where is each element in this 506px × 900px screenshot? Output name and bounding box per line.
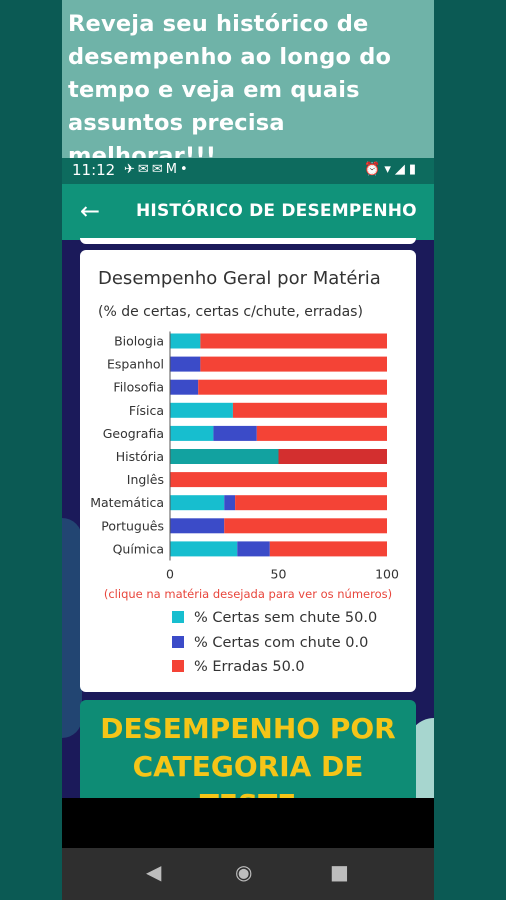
nav-recents-icon[interactable]: ■	[330, 860, 349, 884]
legend-label: % Erradas 50.0	[194, 659, 305, 675]
legend-label: % Certas sem chute 50.0	[194, 610, 378, 626]
chart-hint: (clique na matéria desejada para ver os …	[103, 587, 393, 601]
bar-matematica--certas-com-chute[interactable]	[224, 495, 236, 511]
background-right	[434, 0, 506, 900]
bar-quimica--certas-sem-chute[interactable]	[170, 541, 238, 557]
bar-ingles--erradas[interactable]	[170, 472, 387, 488]
bar-portugues--certas-com-chute[interactable]	[170, 518, 225, 534]
nav-home-icon[interactable]: ◉	[235, 860, 253, 884]
status-time: 11:12	[72, 161, 116, 179]
gmail-icon: M	[165, 162, 180, 177]
bar-historia--erradas[interactable]	[278, 449, 388, 464]
legend-item-erradas: % Erradas 50.0	[172, 659, 305, 675]
back-arrow-icon[interactable]: ←	[80, 197, 101, 225]
alarm-icon: ⏰	[364, 162, 385, 177]
mail-icon: ✉	[151, 162, 166, 177]
legend-swatch	[172, 660, 184, 672]
x-tick-label-0: 0	[166, 566, 174, 580]
bar-matematica--erradas[interactable]	[235, 495, 387, 511]
y-tick-label-filosofia: Filosofia	[113, 380, 164, 395]
notification-icons: ✈✉✉M•	[124, 162, 191, 177]
legend-item-certas-sem-chute: % Certas sem chute 50.0	[172, 610, 377, 626]
mail-icon: ✉	[137, 162, 152, 177]
category-performance-button[interactable]: DESEMPENHO POR CATEGORIA DE TESTE	[80, 700, 416, 810]
bar-geografia--certas-sem-chute[interactable]	[170, 425, 214, 441]
bar-biologia--certas-sem-chute[interactable]	[170, 333, 201, 349]
page-title: HISTÓRICO DE DESEMPENHO	[136, 201, 417, 221]
bottom-black-bar	[62, 798, 434, 848]
background-left	[0, 0, 62, 900]
dot-icon: •	[179, 162, 191, 177]
telegram-icon: ✈	[124, 162, 138, 177]
y-tick-label-ingles: Inglês	[127, 472, 164, 487]
bar-biologia--erradas[interactable]	[200, 333, 387, 349]
y-tick-label-biologia: Biologia	[114, 334, 164, 349]
legend-label: % Certas com chute 0.0	[194, 635, 369, 651]
y-tick-label-fisica: Física	[129, 403, 164, 418]
y-tick-label-espanhol: Espanhol	[107, 357, 164, 372]
y-tick-label-matematica: Matemática	[90, 495, 164, 510]
bar-historia--certas-sem-chute[interactable]	[170, 449, 279, 464]
bar-matematica--certas-sem-chute[interactable]	[170, 495, 225, 511]
bar-filosofia--erradas[interactable]	[198, 379, 387, 395]
bar-espanhol--certas-com-chute[interactable]	[170, 356, 201, 372]
y-tick-label-historia: História	[116, 449, 164, 464]
bar-quimica--certas-com-chute[interactable]	[237, 541, 270, 557]
x-tick-label-100: 100	[375, 566, 399, 580]
bar-fisica--erradas[interactable]	[232, 402, 387, 418]
chart-subtitle: (% de certas, certas c/chute, erradas)	[98, 304, 363, 320]
chart-title: Desempenho Geral por Matéria	[98, 268, 381, 289]
chart-card: Desempenho Geral por Matéria (% de certa…	[80, 250, 416, 692]
promo-banner-text: Reveja seu histórico de desempenho ao lo…	[68, 11, 392, 169]
status-bar: 11:12 ✈✉✉M• ⏰▾◢▮	[62, 158, 434, 184]
chart-svg[interactable]: Biologia Espanhol Filosofia Física Geografia…	[80, 250, 416, 580]
bar-espanhol--erradas[interactable]	[200, 356, 387, 372]
legend-item-certas-com-chute: % Certas com chute 0.0	[172, 635, 368, 651]
previous-card-edge	[80, 238, 416, 244]
system-icons: ⏰▾◢▮	[364, 162, 420, 177]
bar-geografia--certas-com-chute[interactable]	[213, 425, 257, 441]
battery-icon: ▮	[408, 162, 420, 177]
legend-swatch	[172, 611, 184, 623]
x-tick-label-50: 50	[271, 566, 287, 580]
wifi-icon: ▾	[384, 162, 395, 177]
android-nav-bar: ◀ ◉ ■	[62, 848, 434, 900]
bar-quimica--erradas[interactable]	[269, 541, 387, 557]
legend-swatch	[172, 636, 184, 648]
app-bar: ← HISTÓRICO DE DESEMPENHO	[62, 184, 434, 240]
nav-back-icon[interactable]: ◀	[146, 860, 162, 884]
y-tick-label-geografia: Geografia	[103, 426, 164, 441]
bar-portugues--erradas[interactable]	[224, 518, 387, 534]
phone-screen: 11:12 ✈✉✉M• ⏰▾◢▮ ← HISTÓRICO DE DESEMPEN…	[62, 158, 434, 900]
y-tick-label-quimica: Química	[113, 541, 164, 556]
bar-fisica--certas-sem-chute[interactable]	[170, 402, 233, 418]
y-tick-label-portugues: Português	[101, 518, 164, 533]
decor-shape-left	[62, 518, 82, 738]
promo-banner	[62, 0, 434, 158]
category-performance-title: DESEMPENHO POR CATEGORIA DE TESTE	[100, 712, 396, 810]
signal-icon: ◢	[394, 162, 409, 177]
bar-filosofia--certas-com-chute[interactable]	[170, 379, 199, 395]
bar-geografia--erradas[interactable]	[256, 425, 387, 441]
